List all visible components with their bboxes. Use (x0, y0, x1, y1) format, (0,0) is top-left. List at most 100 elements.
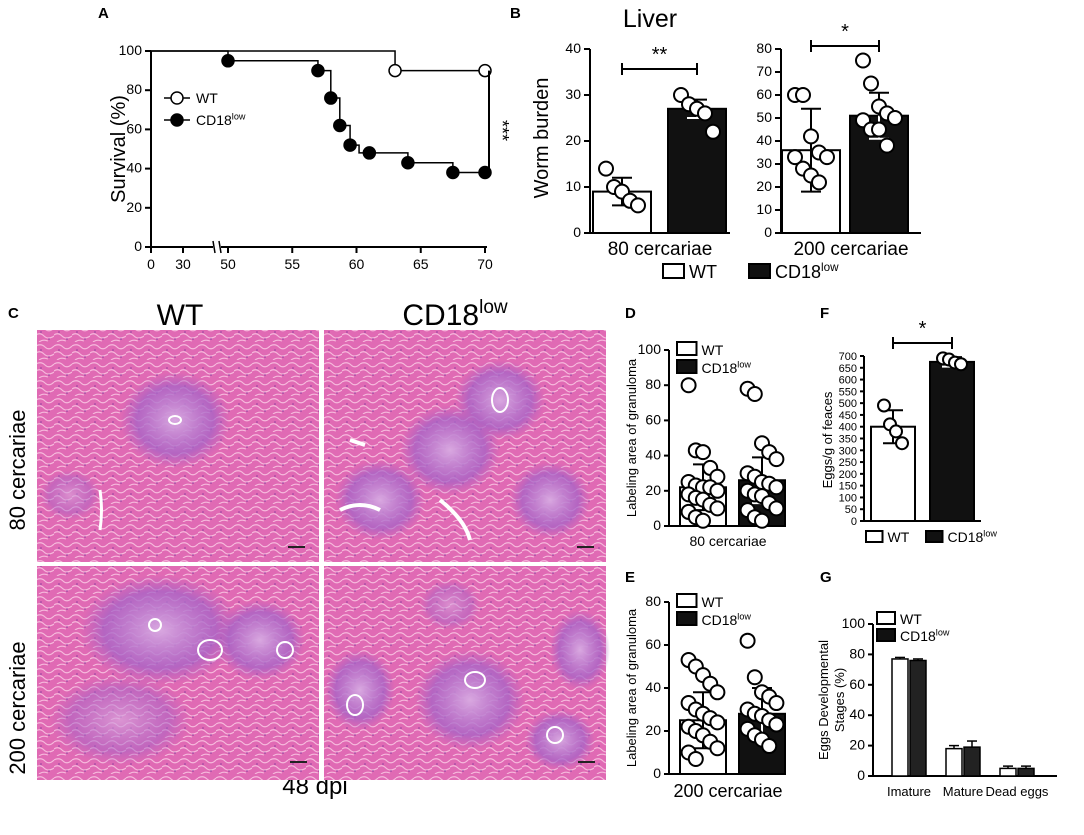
data-point (768, 500, 785, 517)
y-tick-label: 20 (565, 132, 581, 148)
axis-break (212, 240, 216, 254)
eggs-feaces-chart: 0501001502002503003504004505005506006507… (820, 318, 997, 545)
significance-label: * (841, 21, 849, 43)
bar-WT (891, 658, 909, 777)
y-tick-label: 0 (764, 224, 772, 240)
bar-WT (945, 747, 963, 777)
survival-marker (388, 63, 402, 78)
y-axis-title: Labeling area of granuloma (624, 358, 639, 517)
y-tick-label: 550 (839, 386, 857, 398)
y-tick-label: 60 (645, 411, 661, 427)
data-point (768, 695, 785, 712)
significance-label: * (919, 318, 927, 340)
data-point (709, 714, 726, 731)
panel-letter-d: D (625, 305, 636, 322)
legend-swatch-CD18 (876, 628, 896, 642)
legend-swatch-WT (662, 263, 685, 279)
legend-label-WT: WT (900, 611, 922, 627)
legend-swatch-WT (676, 341, 698, 356)
survival-marker (311, 63, 325, 78)
histology-image-wt-80 (37, 330, 319, 562)
data-point (768, 716, 785, 733)
data-point (954, 357, 968, 372)
y-tick-label: 0 (851, 516, 857, 528)
column-header-wt: WT (157, 299, 204, 332)
y-tick-label: 30 (756, 155, 772, 171)
legend-marker (170, 113, 184, 127)
y-tick-label: 0 (653, 517, 661, 533)
legend-swatch-CD18 (748, 263, 771, 279)
data-point (754, 512, 770, 529)
legend-swatch-WT (676, 593, 698, 608)
histology-grid: WT CD18low 80 cercariae 200 cercariae 48… (5, 297, 610, 800)
panel-letter-a: A (98, 5, 109, 22)
x-axis-label: 200 cercariae (673, 781, 782, 801)
y-tick-label: 100 (842, 615, 866, 631)
survival-marker (324, 91, 338, 105)
y-axis-title: Labeling area of granuloma (624, 608, 639, 767)
data-point (879, 137, 895, 154)
legend-label-WT: WT (196, 90, 218, 106)
data-point (768, 451, 785, 468)
data-point (598, 160, 614, 177)
data-point (819, 149, 835, 166)
chart-title-liver: Liver (623, 5, 677, 33)
y-tick-label: 0 (134, 238, 142, 254)
data-point (680, 377, 697, 394)
data-point (761, 738, 778, 755)
data-point (709, 482, 726, 499)
y-tick-label: 400 (839, 422, 857, 434)
data-point (768, 479, 785, 496)
y-tick-label: 0 (857, 767, 865, 783)
y-tick-label: 500 (839, 398, 857, 410)
y-tick-label: 10 (756, 201, 772, 217)
y-axis-title: Eggs DevelopmentalStages (%) (816, 640, 847, 760)
y-tick-label: 20 (126, 199, 142, 215)
data-point (709, 500, 726, 517)
y-tick-label: 40 (849, 706, 865, 722)
x-tick-label: 50 (220, 256, 236, 272)
y-tick-label: 600 (839, 375, 857, 387)
data-point (863, 75, 879, 92)
worm-burden-chart: Liver Worm burden 0 10 20 30 40 ** 80 cercariae… (531, 5, 921, 282)
y-axis-title: Survival (%) (108, 95, 130, 203)
x-tick-label: Imature (887, 784, 931, 799)
data-point (705, 123, 721, 140)
x-tick-label: Mature (943, 784, 983, 799)
bar-CD18low (909, 659, 927, 777)
y-tick-label: 0 (653, 765, 661, 781)
panel-letter-b: B (510, 5, 521, 22)
data-point (887, 110, 903, 126)
y-tick-label: 60 (756, 86, 772, 102)
panel-letter-g: G (820, 569, 832, 586)
x-tick-label: 60 (349, 256, 365, 272)
x-axis-label: 80 cercariae (608, 239, 713, 260)
y-tick-label: 60 (126, 120, 142, 136)
y-tick-label: 20 (849, 737, 865, 753)
y-tick-label: 300 (839, 445, 857, 457)
legend-label-WT: WT (888, 529, 910, 545)
data-point (746, 386, 763, 402)
y-tick-label: 350 (839, 434, 857, 446)
data-point (709, 740, 726, 757)
bar-CD18low (929, 360, 975, 522)
axis-break (218, 240, 222, 254)
legend-label-CD18: CD18low (948, 528, 998, 545)
y-tick-label: 50 (756, 109, 772, 125)
survival-marker (401, 155, 415, 170)
y-tick-label: 100 (638, 341, 662, 357)
legend-marker (170, 91, 184, 105)
survival-marker (446, 165, 460, 180)
y-tick-label: 70 (756, 63, 772, 79)
y-tick-label: 80 (645, 593, 661, 609)
y-tick-label: 100 (839, 492, 857, 504)
y-axis-title: Worm burden (531, 78, 553, 199)
data-point (695, 512, 711, 529)
panel-letter-e: E (625, 569, 635, 586)
egg-stages-chart: 0 20 40 60 80 100 Eggs DevelopmentalStages (%)… (816, 611, 1057, 799)
data-point (709, 684, 726, 701)
y-tick-label: 150 (839, 481, 857, 493)
y-tick-label: 60 (645, 636, 661, 652)
